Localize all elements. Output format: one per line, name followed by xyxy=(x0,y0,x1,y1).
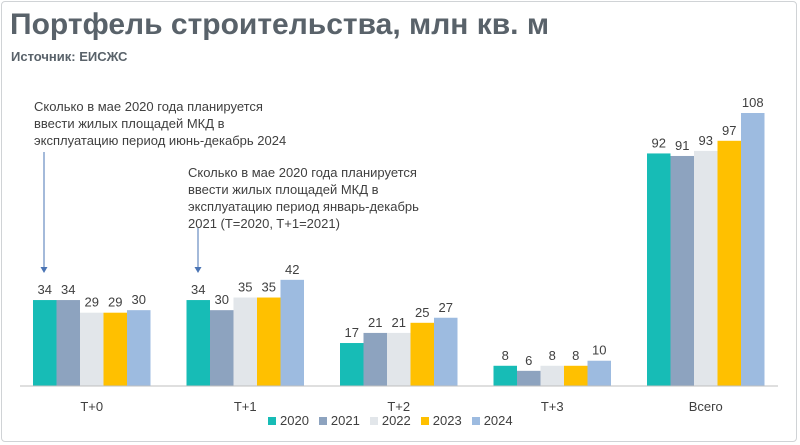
value-label: 108 xyxy=(742,95,764,110)
bar-2020-2 xyxy=(186,300,210,386)
legend-item-2022: 2022 xyxy=(369,413,411,428)
legend-item-2020: 2020 xyxy=(268,413,309,428)
bar-2020-4 xyxy=(493,365,517,386)
bar-2022-1 xyxy=(80,312,104,386)
value-label: 97 xyxy=(722,123,736,138)
bar-2021-1 xyxy=(56,300,80,386)
value-label: 93 xyxy=(699,133,713,148)
legend-label: 2023 xyxy=(432,413,462,428)
bar-2024-4 xyxy=(587,360,611,386)
bar-2020-1 xyxy=(33,300,57,386)
legend-item-2021: 2021 xyxy=(318,413,360,428)
value-label: 29 xyxy=(108,295,122,310)
bar-2023-2 xyxy=(257,297,281,386)
category-label: T+1 xyxy=(234,399,257,414)
legend-label: 2021 xyxy=(330,413,360,428)
value-label: 6 xyxy=(525,353,532,368)
bar-2022-4 xyxy=(540,365,564,386)
legend-item-2024: 2024 xyxy=(471,413,513,428)
value-label: 42 xyxy=(285,262,299,277)
annotation-arrow-head xyxy=(194,267,202,273)
legend-swatch xyxy=(471,416,480,425)
source-note: Источник: ЕИСЖС xyxy=(11,49,128,64)
value-label: 30 xyxy=(132,292,146,307)
value-label: 30 xyxy=(215,292,229,307)
bar-2020-3 xyxy=(340,343,364,386)
bar-2024-2 xyxy=(280,279,304,386)
value-label: 17 xyxy=(345,325,359,340)
bar-2021-5 xyxy=(670,155,694,386)
legend-label: 2024 xyxy=(483,413,513,428)
bar-2021-4 xyxy=(517,370,541,386)
legend-swatch xyxy=(318,416,327,425)
bar-2023-3 xyxy=(410,322,434,386)
legend-swatch xyxy=(369,416,378,425)
value-label: 27 xyxy=(439,300,453,315)
bar-2023-5 xyxy=(717,140,741,386)
category-labels-group: T+0 T+1 T+2 T+3 Всего xyxy=(80,399,722,414)
bar-2022-2 xyxy=(233,297,257,386)
category-label: T+0 xyxy=(80,399,103,414)
value-label: 21 xyxy=(368,315,382,330)
value-label: 35 xyxy=(238,280,252,295)
value-label: 8 xyxy=(502,348,509,363)
bar-2024-3 xyxy=(434,317,458,386)
bar-2023-1 xyxy=(103,312,127,386)
bar-2023-4 xyxy=(564,365,588,386)
value-label: 92 xyxy=(652,135,666,150)
legend: 2020 2021 2022 2023 2024 xyxy=(268,413,513,428)
annotation-arrows xyxy=(40,152,202,273)
bar-2024-1 xyxy=(127,310,151,386)
legend-label: 2020 xyxy=(280,413,309,428)
legend-item-2023: 2023 xyxy=(420,413,462,428)
legend-swatch xyxy=(268,416,276,425)
value-labels-group: 34 34 29 29 30 34 30 35 35 42 17 21 21 25 27 8 6 8 8 10 92 91… xyxy=(38,95,764,368)
value-label: 21 xyxy=(392,315,406,330)
bar-2022-5 xyxy=(694,150,718,386)
bar-2022-3 xyxy=(387,332,411,386)
category-label: T+2 xyxy=(387,399,410,414)
category-label: Всего xyxy=(689,399,723,414)
value-label: 8 xyxy=(549,348,556,363)
annotation-january-december-2021: Сколько в мае 2020 года планируется ввес… xyxy=(188,165,419,231)
annotation-arrow-head xyxy=(40,267,48,273)
value-label: 25 xyxy=(415,305,429,320)
value-label: 29 xyxy=(85,295,99,310)
bar-2021-3 xyxy=(363,332,387,386)
legend-swatch xyxy=(420,416,429,425)
legend-label: 2022 xyxy=(381,413,411,428)
bar-2021-2 xyxy=(210,310,234,386)
value-label: 10 xyxy=(592,343,606,358)
value-label: 8 xyxy=(572,348,579,363)
value-label: 34 xyxy=(38,282,52,297)
bars-group xyxy=(33,113,765,386)
value-label: 34 xyxy=(191,282,205,297)
category-label: T+3 xyxy=(541,399,564,414)
value-label: 91 xyxy=(675,138,689,153)
value-label: 34 xyxy=(61,282,75,297)
bar-2020-5 xyxy=(647,153,671,386)
annotation-june-december-2024: Сколько в мае 2020 года планируется ввес… xyxy=(34,99,287,148)
bar-2024-5 xyxy=(741,113,765,386)
chart-title: Портфель строительства, млн кв. м xyxy=(10,8,550,41)
value-label: 35 xyxy=(262,280,276,295)
